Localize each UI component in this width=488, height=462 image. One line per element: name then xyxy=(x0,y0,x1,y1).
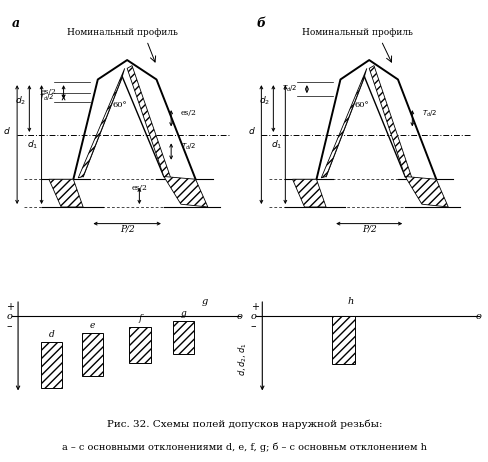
Text: o: o xyxy=(475,312,481,321)
Text: $T_{d}/2$: $T_{d}/2$ xyxy=(181,142,196,152)
Text: +: + xyxy=(6,302,14,312)
Text: б: б xyxy=(256,17,265,30)
Text: $T_{d}/2$: $T_{d}/2$ xyxy=(421,109,436,119)
Text: $T_{d}/2$: $T_{d}/2$ xyxy=(282,84,297,94)
Polygon shape xyxy=(78,68,124,178)
Text: d: d xyxy=(49,329,54,339)
Text: $T_{d}/2$: $T_{d}/2$ xyxy=(39,92,54,103)
Text: g: g xyxy=(201,297,207,306)
Text: o: o xyxy=(250,312,256,321)
Text: а: а xyxy=(12,17,20,30)
Bar xyxy=(41,342,62,388)
Text: –: – xyxy=(250,321,256,331)
Polygon shape xyxy=(368,66,411,179)
Text: 60°: 60° xyxy=(354,101,368,109)
Text: $d, d_2, d_1$: $d, d_2, d_1$ xyxy=(0,342,4,376)
Text: e: e xyxy=(89,321,95,330)
Text: es/2: es/2 xyxy=(41,88,57,96)
Text: es/2: es/2 xyxy=(131,184,147,192)
Bar xyxy=(331,316,354,364)
Text: o: o xyxy=(6,312,12,321)
Text: +: + xyxy=(250,302,258,312)
Text: а – с основными отклонениями d, e, f, g; б – с основньм отклонением h: а – с основными отклонениями d, e, f, g;… xyxy=(62,443,426,452)
Polygon shape xyxy=(404,176,447,207)
Text: h: h xyxy=(347,297,353,306)
Text: $d_2$: $d_2$ xyxy=(15,94,26,107)
Polygon shape xyxy=(321,68,366,178)
Text: f: f xyxy=(138,314,142,323)
Text: 60°: 60° xyxy=(112,101,127,109)
Text: –: – xyxy=(6,321,12,331)
Text: es/2: es/2 xyxy=(181,109,196,117)
Text: $d$: $d$ xyxy=(3,125,11,136)
Polygon shape xyxy=(163,176,207,207)
Polygon shape xyxy=(292,179,325,207)
Text: P/2: P/2 xyxy=(361,225,376,234)
Text: g: g xyxy=(180,309,186,318)
Bar xyxy=(172,322,194,354)
Polygon shape xyxy=(127,66,171,179)
Text: $d_1$: $d_1$ xyxy=(27,138,39,151)
Text: $d, d_2, d_1$: $d, d_2, d_1$ xyxy=(236,342,248,376)
Bar xyxy=(129,327,151,363)
Text: o: o xyxy=(236,312,242,321)
Polygon shape xyxy=(49,179,83,207)
Text: Номинальный профиль: Номинальный профиль xyxy=(301,28,412,37)
Bar xyxy=(81,334,103,376)
Text: P/2: P/2 xyxy=(120,225,134,234)
Text: $d_1$: $d_1$ xyxy=(271,138,282,151)
Text: Номинальный профиль: Номинальный профиль xyxy=(67,28,177,37)
Text: $d$: $d$ xyxy=(247,125,255,136)
Text: Рис. 32. Схемы полей допусков наружной резьбы:: Рис. 32. Схемы полей допусков наружной р… xyxy=(106,420,382,429)
Text: $d_2$: $d_2$ xyxy=(259,94,270,107)
